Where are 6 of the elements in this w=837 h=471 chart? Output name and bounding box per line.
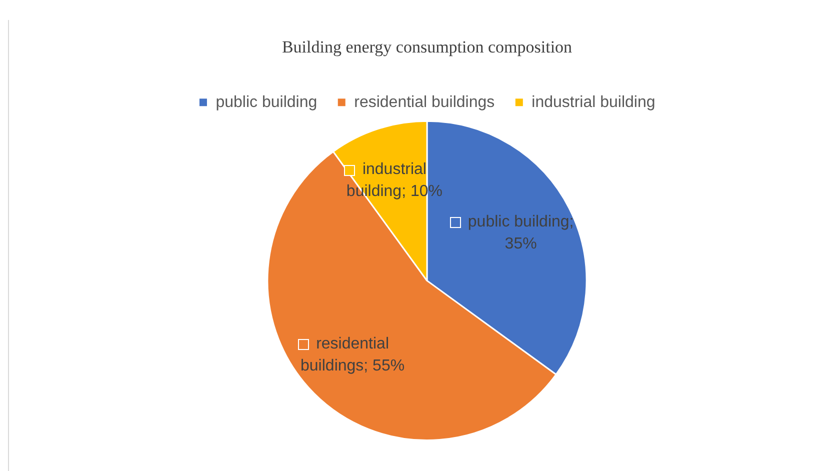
legend-label: residential buildings xyxy=(354,94,495,111)
data-label: public building; 35% xyxy=(468,213,574,252)
legend-label: public building xyxy=(216,94,318,111)
data-label: residential buildings; 55% xyxy=(300,336,405,375)
legend-label: industrial building xyxy=(532,94,656,111)
chart-title: Building energy consumption composition xyxy=(282,38,573,57)
